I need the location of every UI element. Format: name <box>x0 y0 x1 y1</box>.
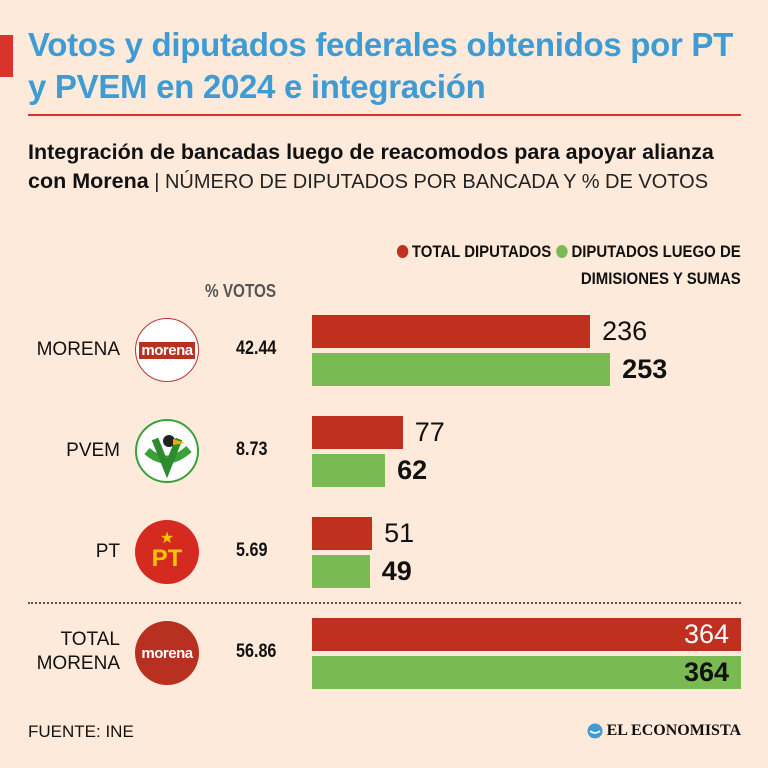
value-after: 62 <box>397 455 428 485</box>
bar-after <box>312 353 611 386</box>
morena-logo-icon: morena <box>135 621 199 685</box>
party-name: PVEM <box>66 440 120 461</box>
legend-after: DIPUTADOS LUEGO DE DIMISIONES Y SUMAS <box>571 242 741 288</box>
bar-total <box>312 517 373 550</box>
party-name: PT <box>95 541 120 562</box>
value-total: 77 <box>414 417 445 447</box>
title-divider <box>28 114 741 116</box>
bar-total <box>312 315 591 348</box>
value-total: 364 <box>683 619 729 649</box>
brand-name: EL ECONOMISTA <box>606 722 741 739</box>
brand-logo: EL ECONOMISTA <box>587 722 741 740</box>
votes-pct: 8.73 <box>236 439 268 460</box>
votes-pct: 42.44 <box>236 338 277 359</box>
party-name: MORENA <box>36 339 120 360</box>
brand-globe-icon <box>587 723 603 739</box>
subtitle-light: | NÚMERO DE DIPUTADOS POR BANCADA Y % DE… <box>148 171 709 193</box>
votes-pct: 56.86 <box>236 641 277 662</box>
subtitle: Integración de bancadas luego de reacomo… <box>28 138 748 197</box>
title-accent <box>0 35 13 77</box>
page-title: Votos y diputados federales obtenidos po… <box>28 26 733 105</box>
bar-total <box>312 416 403 449</box>
legend: TOTAL DIPUTADOS DIPUTADOS LUEGO DE DIMISIO… <box>392 238 741 292</box>
legend-green-dot-icon <box>556 245 569 258</box>
value-after: 253 <box>622 354 668 384</box>
party-name: TOTAL MORENA <box>36 629 120 674</box>
pt-logo-icon: ★ PT <box>135 520 199 584</box>
value-after: 364 <box>683 657 729 687</box>
pvem-logo-icon <box>135 419 199 483</box>
bar-total <box>312 618 741 651</box>
value-total: 51 <box>384 518 415 548</box>
subtitle-bold: Integración de bancadas luego de reacomo… <box>28 140 714 193</box>
legend-total: TOTAL DIPUTADOS <box>412 242 552 261</box>
separator <box>28 602 741 604</box>
source: FUENTE: INE <box>28 722 134 741</box>
morena-logo-icon: morena <box>135 318 199 382</box>
value-after: 49 <box>381 556 412 586</box>
value-total: 236 <box>602 316 648 346</box>
bar-after <box>312 454 386 487</box>
votes-pct: 5.69 <box>236 540 268 561</box>
votes-header: % VOTOS <box>205 281 277 301</box>
bar-after <box>312 656 741 689</box>
bar-after <box>312 555 370 588</box>
legend-red-dot-icon <box>397 245 409 258</box>
